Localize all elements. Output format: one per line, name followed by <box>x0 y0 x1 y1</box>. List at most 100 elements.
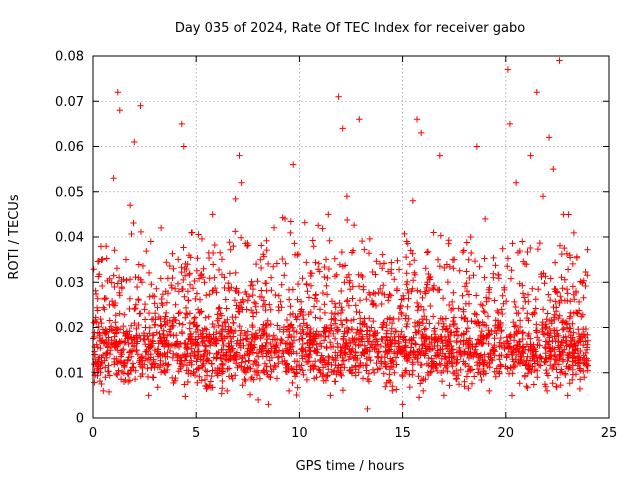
data-point <box>580 294 587 301</box>
data-point <box>108 297 116 305</box>
data-point <box>418 377 426 384</box>
data-point <box>216 304 223 311</box>
data-point <box>552 286 559 293</box>
data-point <box>95 366 102 374</box>
data-point <box>535 361 543 369</box>
data-point <box>135 296 142 304</box>
data-point <box>131 375 139 383</box>
data-point <box>547 344 554 351</box>
data-point <box>108 326 115 333</box>
data-point <box>307 282 315 289</box>
data-point <box>448 360 455 367</box>
data-point <box>91 379 98 386</box>
data-point <box>552 351 559 359</box>
data-point <box>584 362 592 369</box>
data-point <box>430 313 437 320</box>
data-point <box>461 315 468 322</box>
data-point <box>341 279 348 286</box>
data-point <box>203 292 210 299</box>
data-point <box>181 265 188 273</box>
data-point <box>132 305 139 312</box>
data-point <box>117 359 124 366</box>
data-point <box>137 228 145 236</box>
data-point <box>569 260 576 268</box>
data-point <box>149 361 156 368</box>
data-point <box>409 277 417 284</box>
data-point <box>317 356 324 363</box>
data-point <box>282 260 289 267</box>
data-point <box>404 278 411 286</box>
chart-title: Day 035 of 2024, Rate Of TEC Index for r… <box>175 21 525 36</box>
data-point <box>465 256 472 263</box>
data-point <box>110 272 117 279</box>
data-point <box>126 276 134 283</box>
data-point <box>195 275 203 282</box>
data-point <box>344 343 352 350</box>
y-tick-label: 0.02 <box>55 321 84 336</box>
data-point <box>226 270 234 277</box>
data-point <box>386 366 393 373</box>
data-point <box>110 175 117 182</box>
data-point <box>121 361 128 369</box>
data-point <box>209 249 217 257</box>
data-point <box>147 350 154 358</box>
data-point <box>326 237 333 244</box>
data-point <box>275 292 282 299</box>
data-point <box>95 323 102 330</box>
data-point <box>186 319 194 327</box>
data-point <box>143 247 150 255</box>
data-point <box>541 381 549 388</box>
data-point <box>485 326 492 334</box>
data-point <box>152 310 159 317</box>
data-point <box>348 370 356 377</box>
data-point <box>124 370 131 377</box>
data-point <box>283 364 290 372</box>
data-point <box>468 380 476 387</box>
data-point <box>561 297 569 304</box>
data-point <box>420 387 427 395</box>
data-point <box>373 345 380 352</box>
data-point <box>580 331 588 338</box>
data-point <box>387 330 395 337</box>
data-point <box>305 294 313 301</box>
data-point <box>481 357 488 364</box>
data-point <box>99 326 107 333</box>
data-point <box>386 337 393 344</box>
data-point <box>146 293 153 300</box>
data-point <box>559 349 567 356</box>
data-point <box>543 355 550 362</box>
data-point <box>574 339 582 346</box>
data-point <box>428 333 435 341</box>
data-point <box>556 312 563 319</box>
data-point <box>473 143 481 150</box>
data-point <box>197 272 204 279</box>
data-point <box>485 295 493 302</box>
data-point <box>277 298 284 305</box>
data-point <box>206 350 213 357</box>
data-point <box>453 375 460 383</box>
data-point <box>210 323 218 331</box>
data-point <box>332 304 339 311</box>
data-point <box>349 283 356 290</box>
data-point <box>436 152 443 159</box>
data-point <box>422 290 429 297</box>
data-point <box>581 359 588 366</box>
data-point <box>463 239 470 246</box>
data-point <box>275 360 282 367</box>
data-point <box>154 304 161 311</box>
data-point <box>256 293 264 300</box>
data-point <box>381 354 388 361</box>
data-point <box>470 351 477 358</box>
data-point <box>459 248 467 256</box>
data-point <box>245 340 253 348</box>
data-point <box>534 341 541 348</box>
data-point <box>554 374 561 381</box>
data-point <box>263 367 270 375</box>
data-point <box>244 349 251 357</box>
data-point <box>145 392 152 399</box>
data-point <box>328 298 336 305</box>
data-point <box>270 263 277 270</box>
data-point <box>172 374 179 382</box>
